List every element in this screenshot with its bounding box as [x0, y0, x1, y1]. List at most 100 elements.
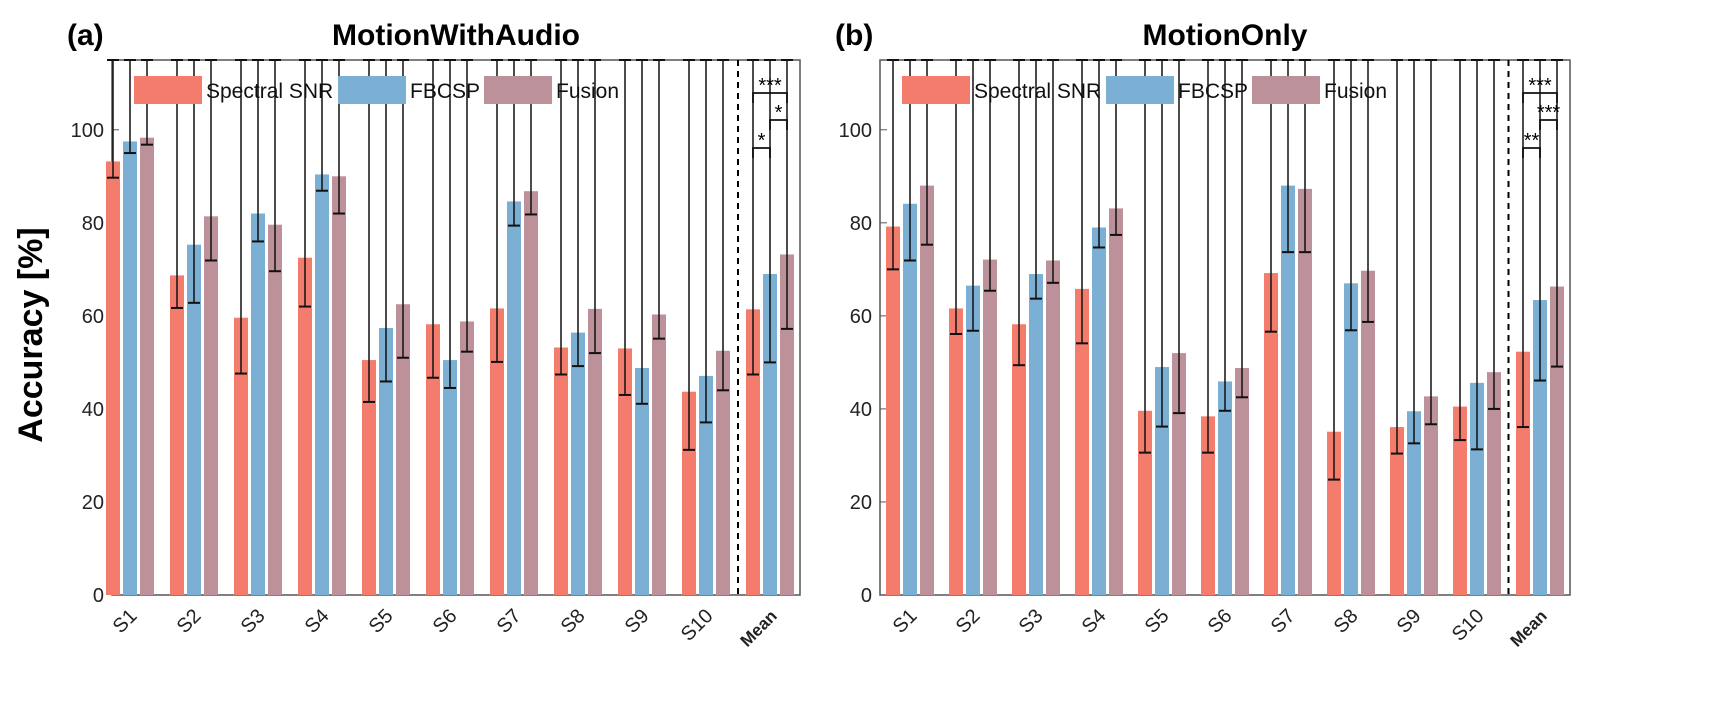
y-tick-label: 20 — [850, 492, 872, 514]
bar-fbcsp — [1092, 227, 1106, 595]
panel-label: (b) — [835, 19, 873, 52]
legend-swatch — [1106, 76, 1174, 104]
bar-spectral-snr — [362, 360, 376, 595]
x-tick-label: S1 — [109, 605, 142, 638]
significance-stars: *** — [758, 75, 782, 97]
bar-spectral-snr — [490, 308, 504, 595]
bar-fbcsp — [379, 327, 393, 595]
x-tick-label: S6 — [429, 605, 462, 638]
bar-fusion — [524, 191, 538, 596]
bar-spectral-snr — [1390, 427, 1404, 595]
x-tick-label: S1 — [889, 605, 922, 638]
x-tick-label: S10 — [677, 605, 718, 646]
bar-fbcsp — [966, 285, 980, 595]
bar-fusion — [1109, 208, 1123, 595]
bar-fbcsp — [1029, 274, 1043, 595]
significance-bracket — [1539, 119, 1558, 130]
bar-spectral-snr — [618, 348, 632, 595]
bar-fusion — [1361, 270, 1375, 595]
legend-label: Fusion — [1324, 80, 1387, 103]
bar-spectral-snr — [746, 309, 760, 595]
bar-spectral-snr — [1453, 406, 1467, 595]
bar-fbcsp — [1407, 411, 1421, 595]
bar-spectral-snr — [1264, 273, 1278, 595]
x-tick-label: S2 — [173, 605, 206, 638]
bar-fbcsp — [635, 367, 649, 595]
legend-swatch — [1252, 76, 1320, 104]
x-tick-label: Mean — [737, 606, 781, 650]
bar-fbcsp — [1281, 185, 1295, 595]
y-tick-label: 60 — [82, 306, 104, 328]
bar-fusion — [983, 259, 997, 595]
significance-stars: *** — [1537, 102, 1561, 124]
x-tick-label: S8 — [557, 605, 590, 638]
legend-swatch — [134, 76, 202, 104]
significance-stars: *** — [1528, 75, 1552, 97]
x-tick-label: S6 — [1204, 605, 1237, 638]
significance-bracket — [1522, 92, 1558, 103]
legend-swatch — [338, 76, 406, 104]
x-tick-label: S7 — [1267, 605, 1300, 638]
bar-fusion — [268, 224, 282, 595]
bar-fusion — [1298, 188, 1312, 595]
bar-spectral-snr — [949, 308, 963, 595]
bar-fusion — [1235, 367, 1249, 595]
bar-spectral-snr — [1138, 410, 1152, 595]
bar-fbcsp — [1218, 381, 1232, 595]
x-tick-label: S5 — [365, 605, 398, 638]
bar-spectral-snr — [298, 257, 312, 595]
x-tick-label: S2 — [952, 605, 985, 638]
x-tick-label: S7 — [493, 605, 526, 638]
bar-fusion — [716, 350, 730, 595]
x-tick-label: S10 — [1448, 605, 1489, 646]
legend-label: Fusion — [556, 80, 619, 103]
panel-a: (a) MotionWithAudio 0 20 40 60 80 100 S1 S2 S3 S4 S5… — [67, 19, 801, 651]
bar-spectral-snr — [1075, 288, 1089, 595]
bar-fusion — [396, 304, 410, 595]
significance-stars: ** — [1524, 130, 1540, 152]
legend-label: FBCSP — [1178, 80, 1248, 103]
bar-fbcsp — [251, 213, 265, 596]
bar-spectral-snr — [554, 347, 568, 595]
chart-title: MotionOnly — [1143, 19, 1308, 52]
y-tick-label: 80 — [850, 213, 872, 235]
legend-swatch — [484, 76, 552, 104]
x-tick-label: S4 — [301, 605, 334, 638]
bar-fbcsp — [1470, 382, 1484, 595]
bar-fbcsp — [763, 274, 777, 595]
bar-spectral-snr — [1516, 351, 1530, 595]
y-tick-label: 80 — [82, 213, 104, 235]
bar-fusion — [588, 308, 602, 595]
bar-fbcsp — [699, 375, 713, 595]
bar-fbcsp — [507, 201, 521, 595]
bar-fbcsp — [1533, 300, 1547, 595]
bar-fusion — [1550, 286, 1564, 595]
bar-spectral-snr — [1012, 324, 1026, 595]
bar-fbcsp — [1344, 283, 1358, 595]
bar-fbcsp — [315, 174, 329, 595]
legend-swatch — [902, 76, 970, 104]
bar-fusion — [920, 185, 934, 595]
bar-fbcsp — [123, 141, 137, 596]
x-tick-label: S4 — [1078, 605, 1111, 638]
panel-b: (b) MotionOnly 0 20 40 60 80 100 S1 S2 S3 S4 S5 S6 S7 S… — [835, 19, 1571, 651]
significance-bracket — [769, 119, 788, 130]
significance-bracket — [1522, 147, 1541, 158]
chart-title: MotionWithAudio — [332, 19, 580, 52]
bar-fbcsp — [187, 244, 201, 596]
y-tick-label: 0 — [861, 585, 872, 607]
significance-stars: * — [758, 130, 766, 152]
y-tick-label: 40 — [82, 399, 104, 421]
x-tick-label: S8 — [1330, 605, 1363, 638]
bar-fbcsp — [443, 360, 457, 595]
x-tick-label: S9 — [621, 605, 654, 638]
bar-fbcsp — [571, 332, 585, 595]
bar-spectral-snr — [170, 275, 184, 595]
legend-label: Spectral SNR — [974, 80, 1101, 103]
significance-bracket — [752, 92, 788, 103]
x-tick-label: S3 — [237, 605, 270, 638]
y-tick-label: 0 — [93, 585, 104, 607]
bar-fbcsp — [903, 203, 917, 595]
bar-spectral-snr — [234, 317, 248, 595]
x-tick-label: Mean — [1507, 606, 1551, 650]
